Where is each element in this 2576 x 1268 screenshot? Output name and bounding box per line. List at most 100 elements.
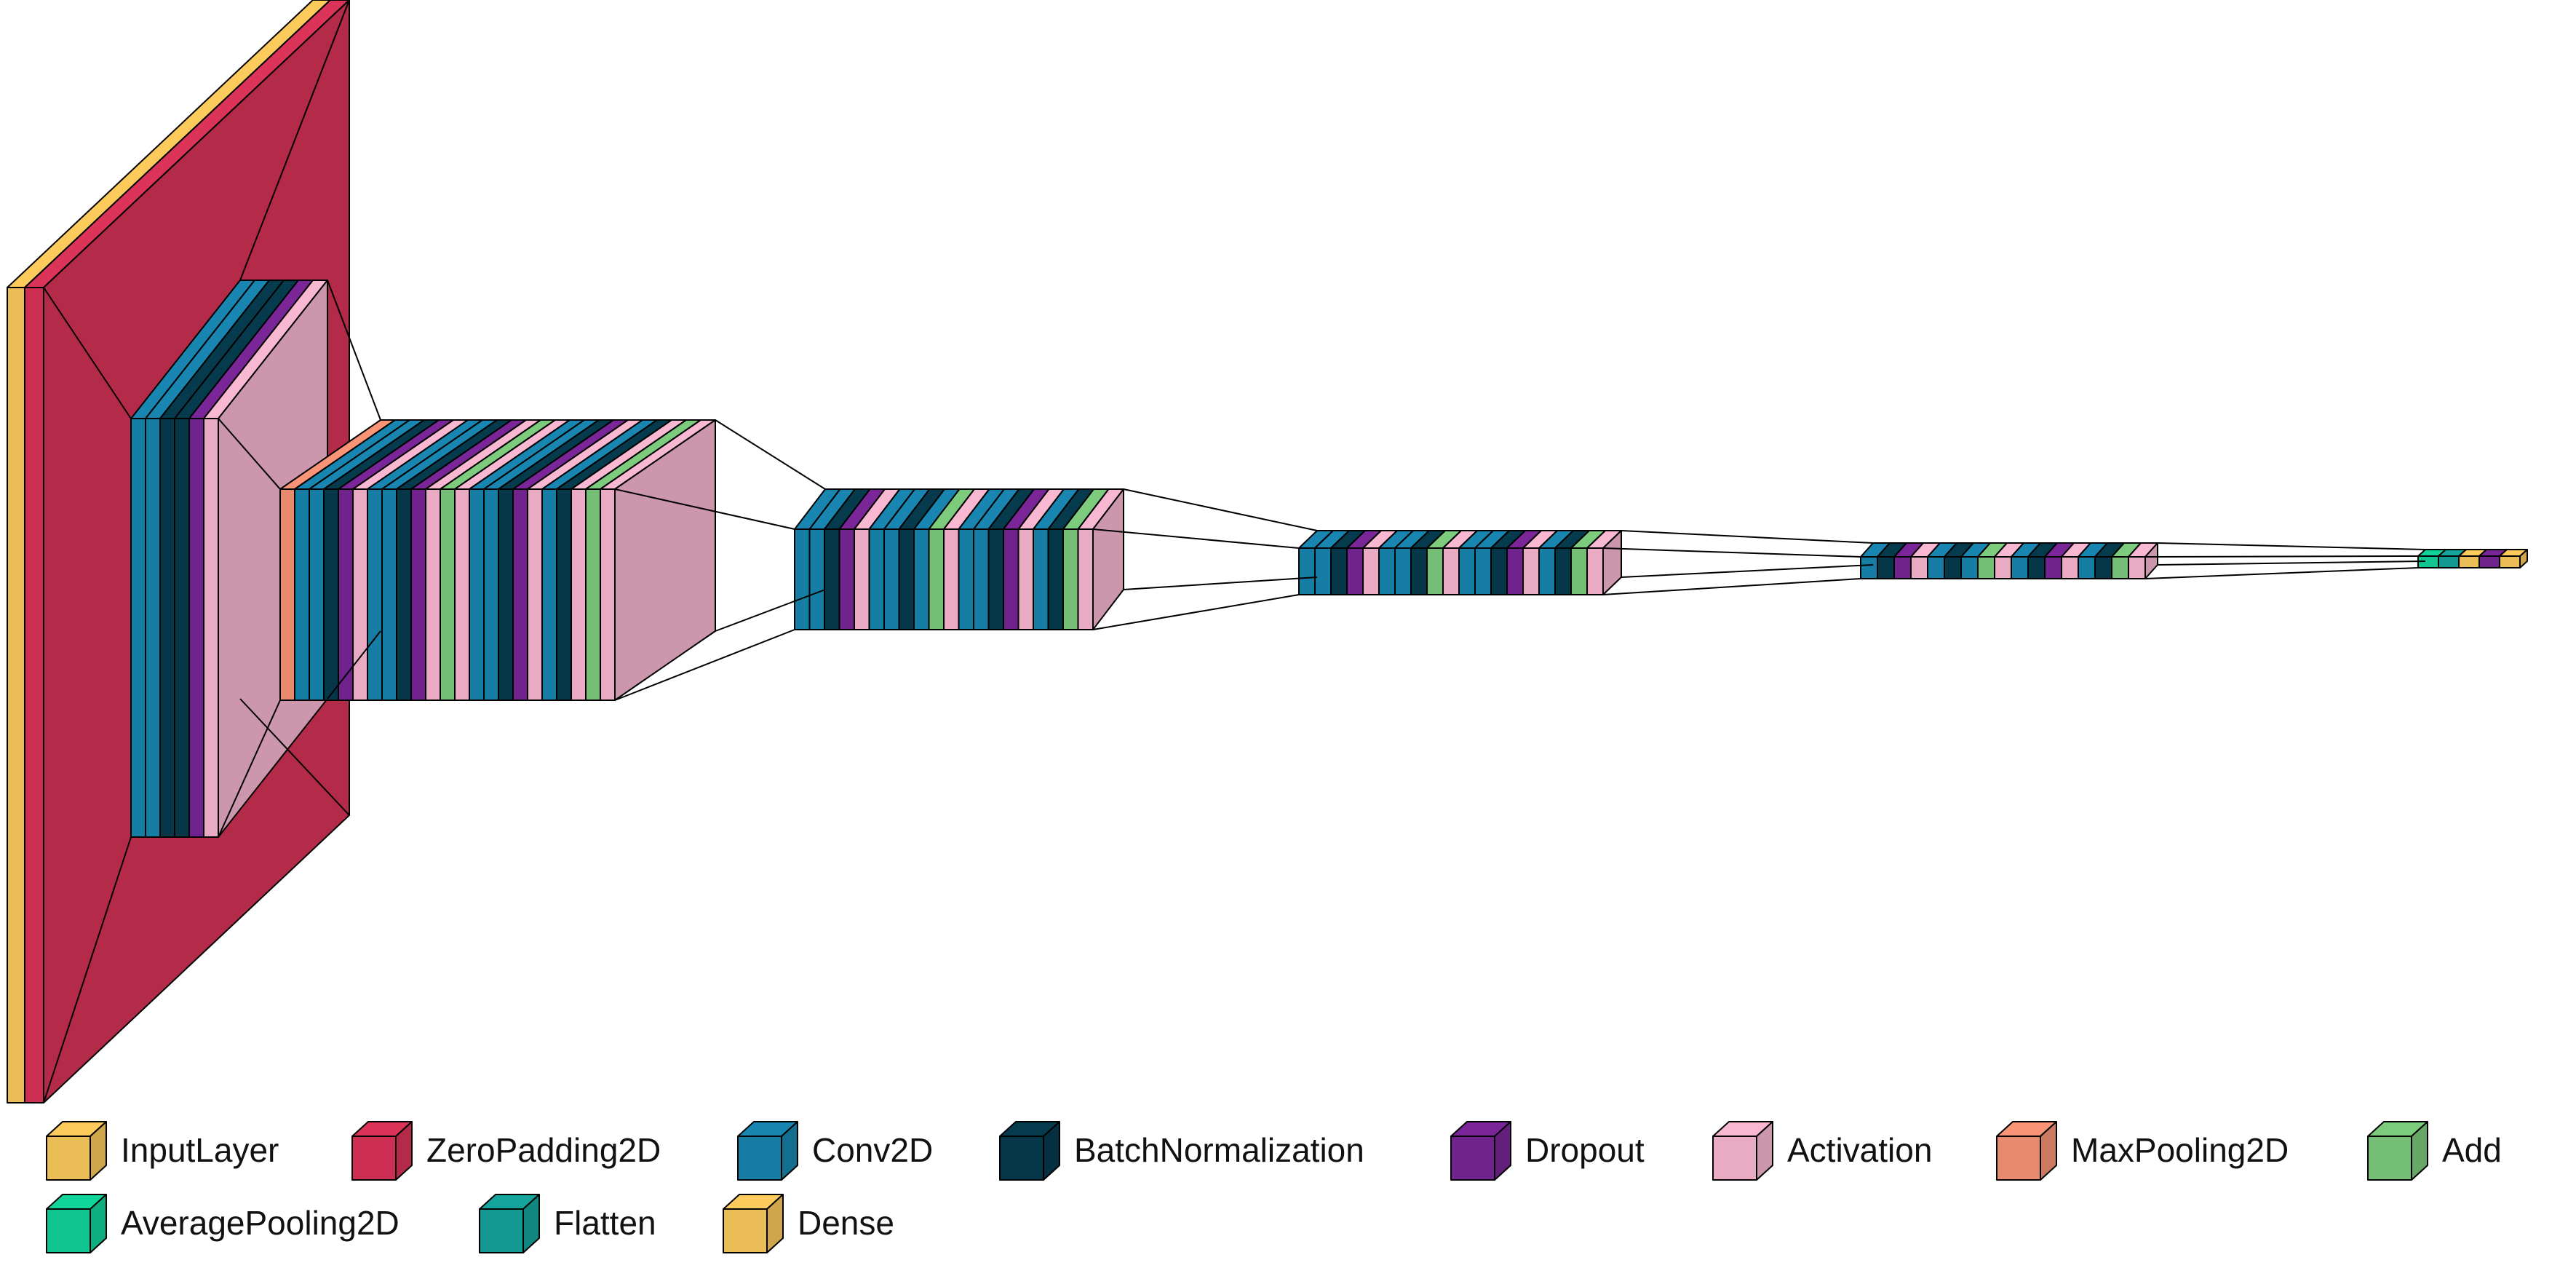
dense-cube-icon — [723, 1194, 784, 1253]
layer-front-face — [130, 418, 146, 838]
layer-front-face — [1960, 556, 1979, 579]
layer-front-face — [1047, 528, 1064, 630]
zpad-cube-icon — [351, 1121, 413, 1181]
layer-front-face — [2111, 556, 2129, 579]
layer-act — [1077, 488, 1124, 630]
connector-line — [1092, 594, 1300, 630]
legend-item-conv: Conv2D — [735, 1117, 933, 1183]
layer-front-face — [188, 418, 204, 838]
layer-dense — [2499, 549, 2528, 568]
layer-front-face — [469, 488, 485, 701]
layer-front-face — [440, 488, 456, 701]
legend-item-flatten: Flatten — [477, 1190, 656, 1256]
connector-line — [327, 630, 381, 700]
layer-front-face — [973, 528, 990, 630]
legend-label: Conv2D — [812, 1131, 934, 1169]
drop-cube-icon — [1450, 1121, 1511, 1181]
layer-front-face — [1003, 528, 1019, 630]
connector-line — [1123, 576, 1318, 590]
layer-front-face — [794, 528, 811, 630]
layer-front-face — [483, 488, 499, 701]
layer-front-face — [1877, 556, 1895, 579]
layer-front-face — [2061, 556, 2079, 579]
connector-line — [1092, 528, 1300, 549]
layer-front-face — [1017, 528, 1034, 630]
conv-cube-icon — [737, 1121, 798, 1181]
connector-line — [43, 287, 132, 419]
connector-line — [1602, 578, 1861, 595]
layer-front-face — [1944, 556, 1962, 579]
layer-front-face — [898, 528, 915, 630]
layer-front-face — [24, 287, 44, 1103]
layer-front-face — [2011, 556, 2029, 579]
connector-line — [715, 419, 826, 490]
layer-front-face — [367, 488, 383, 701]
layer-front-face — [1994, 556, 2012, 579]
layer-front-face — [987, 528, 1004, 630]
add-cube-icon — [2367, 1121, 2428, 1181]
maxpool-cube-icon — [1996, 1121, 2057, 1181]
layer-front-face — [1554, 547, 1572, 595]
legend-item-drop: Dropout — [1448, 1117, 1645, 1183]
layer-front-face — [1458, 547, 1476, 595]
layer-front-face — [203, 418, 219, 838]
layer-front-face — [527, 488, 543, 701]
layer-front-face — [1298, 547, 1316, 595]
connector-line — [1621, 564, 1874, 578]
connector-line — [614, 488, 795, 530]
legend-label: Flatten — [554, 1204, 656, 1242]
layer-front-face — [454, 488, 470, 701]
layer-front-face — [1330, 547, 1348, 595]
layer-front-face — [808, 528, 825, 630]
layer-front-face — [1394, 547, 1412, 595]
layer-front-face — [396, 488, 412, 701]
layer-front-face — [1062, 528, 1079, 630]
connector-line — [1602, 547, 1861, 558]
legend-label: BatchNormalization — [1074, 1131, 1364, 1169]
legend-label: Dense — [798, 1204, 894, 1242]
legend-item-input: InputLayer — [44, 1117, 279, 1183]
legend-label: Dropout — [1525, 1131, 1645, 1169]
layer-front-face — [1410, 547, 1428, 595]
layer-front-face — [838, 528, 855, 630]
legend: InputLayer ZeroPadding2D Conv2D BatchNormal… — [44, 1117, 2547, 1263]
layer-front-face — [958, 528, 974, 630]
layer-front-face — [1362, 547, 1380, 595]
connector-line — [2157, 560, 2426, 566]
avgpool-cube-icon — [46, 1194, 107, 1253]
layer-front-face — [2438, 555, 2460, 568]
legend-item-dense: Dense — [720, 1190, 894, 1256]
layer-front-face — [928, 528, 945, 630]
layer-front-face — [498, 488, 514, 701]
layer-front-face — [1314, 547, 1332, 595]
layers — [7, 0, 2528, 1103]
layer-front-face — [1033, 528, 1049, 630]
layer-front-face — [1977, 556, 1995, 579]
layer-front-face — [1442, 547, 1460, 595]
legend-label: ZeroPadding2D — [426, 1131, 661, 1169]
layer-front-face — [2094, 556, 2112, 579]
layer-front-face — [279, 488, 295, 701]
connector-line — [43, 836, 132, 1103]
layer-front-face — [294, 488, 310, 701]
connector-line — [2157, 542, 2426, 550]
layer-front-face — [585, 488, 601, 701]
connector-line — [239, 0, 350, 281]
legend-item-act: Activation — [1710, 1117, 1932, 1183]
legend-label: Add — [2442, 1131, 2502, 1169]
legend-item-maxpool: MaxPooling2D — [1994, 1117, 2289, 1183]
legend-item-add: Add — [2365, 1117, 2502, 1183]
layer-front-face — [309, 488, 325, 701]
bn-cube-icon — [999, 1121, 1060, 1181]
layer-front-face — [1490, 547, 1508, 595]
layer-front-face — [1586, 547, 1604, 595]
layer-front-face — [1570, 547, 1588, 595]
stage-connectors — [43, 0, 2426, 1103]
layer-front-face — [2458, 555, 2480, 568]
layer-front-face — [854, 528, 870, 630]
layer-front-face — [1346, 547, 1364, 595]
layer-front-face — [352, 488, 368, 701]
layer-front-face — [1927, 556, 1945, 579]
layer-front-face — [1910, 556, 1928, 579]
